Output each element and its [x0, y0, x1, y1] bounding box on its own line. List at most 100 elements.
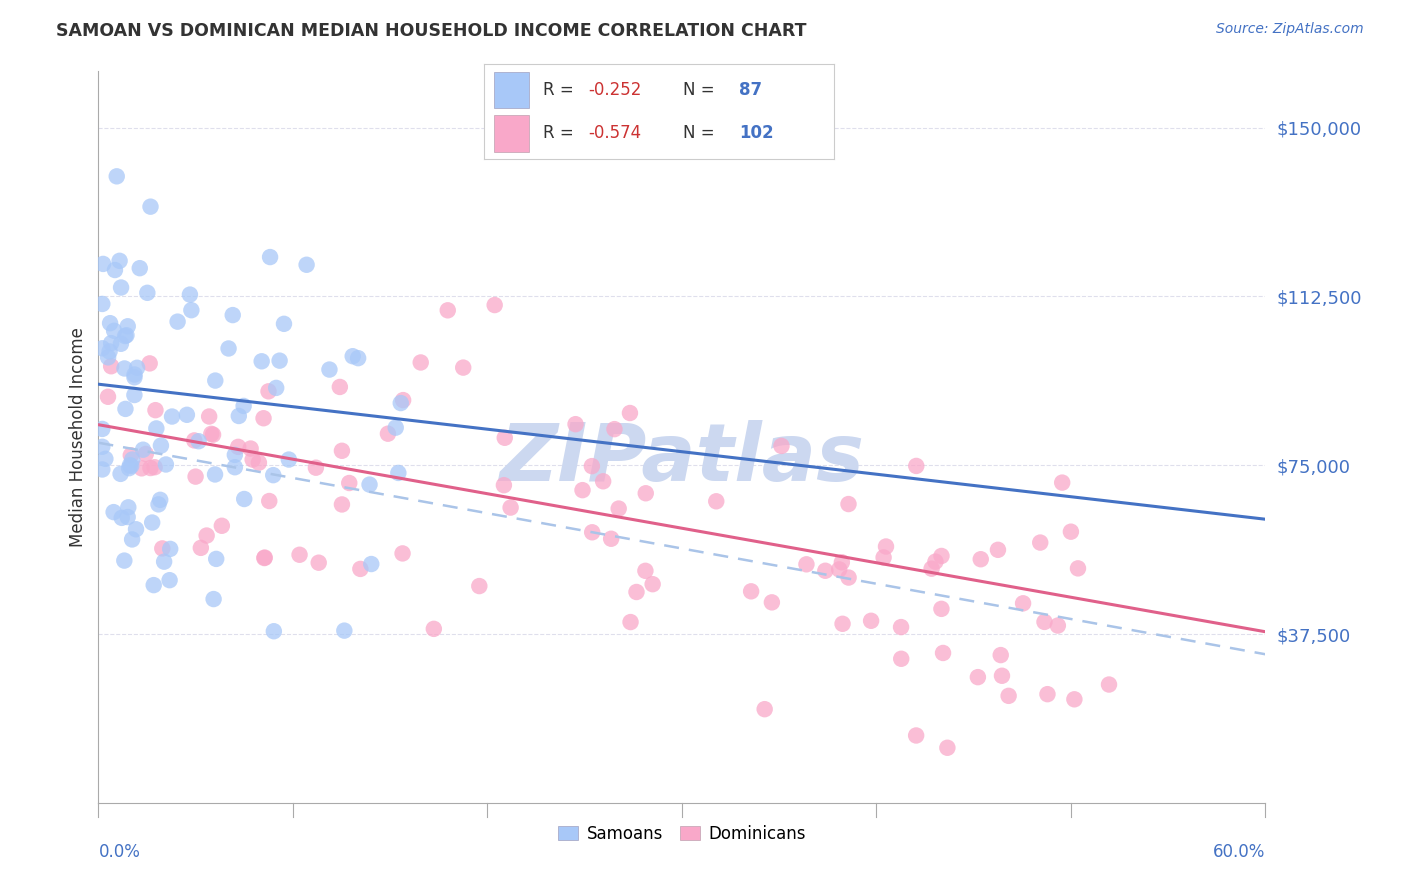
Point — [179, 287, 201, 301]
Point — [872, 550, 894, 565]
Point — [837, 497, 859, 511]
Point — [389, 396, 412, 410]
Point — [581, 459, 603, 474]
Point — [936, 740, 959, 755]
Text: 0.0%: 0.0% — [98, 843, 141, 861]
Point — [838, 570, 860, 584]
Point — [626, 585, 648, 599]
Point — [1046, 618, 1069, 632]
Point — [91, 341, 114, 355]
Point — [232, 399, 254, 413]
Point — [117, 510, 139, 524]
Point — [333, 624, 356, 638]
Point — [98, 316, 121, 330]
Point — [890, 620, 912, 634]
Point — [211, 518, 233, 533]
Point — [183, 434, 205, 448]
Point — [159, 573, 181, 587]
Point — [239, 442, 262, 456]
Point — [114, 361, 136, 376]
Text: Source: ZipAtlas.com: Source: ZipAtlas.com — [1216, 22, 1364, 37]
Point — [252, 411, 274, 425]
Point — [110, 280, 132, 294]
Point — [991, 669, 1014, 683]
Point — [634, 486, 657, 500]
Point — [91, 462, 114, 476]
Point — [619, 615, 641, 629]
Point — [120, 448, 142, 462]
Point — [814, 564, 837, 578]
Point — [607, 501, 630, 516]
Point — [384, 420, 406, 434]
Point — [150, 541, 173, 556]
Point — [359, 477, 381, 491]
Point — [571, 483, 593, 497]
Point — [704, 494, 727, 508]
Point — [1012, 596, 1035, 610]
Point — [1033, 615, 1056, 629]
Point — [166, 315, 188, 329]
Point — [931, 602, 953, 616]
Point — [228, 409, 250, 423]
Point — [796, 558, 818, 572]
Point — [295, 258, 318, 272]
Point — [259, 250, 281, 264]
Point — [202, 427, 225, 442]
Point — [190, 541, 212, 555]
Point — [226, 440, 249, 454]
Y-axis label: Median Household Income: Median Household Income — [69, 327, 87, 547]
Point — [114, 329, 136, 343]
Point — [91, 422, 114, 436]
Point — [860, 614, 883, 628]
Point — [499, 500, 522, 515]
Point — [921, 562, 943, 576]
Point — [409, 355, 432, 369]
Point — [105, 169, 128, 184]
Point — [740, 584, 762, 599]
Point — [120, 458, 142, 473]
Point — [110, 336, 132, 351]
Point — [141, 516, 163, 530]
Point — [198, 409, 221, 424]
Point — [111, 511, 134, 525]
Point — [603, 422, 626, 436]
Point — [273, 317, 295, 331]
Point — [142, 578, 165, 592]
Point — [145, 403, 167, 417]
Point — [153, 555, 176, 569]
Point — [347, 351, 370, 366]
Point — [124, 370, 146, 384]
Point — [115, 328, 138, 343]
Point — [330, 498, 353, 512]
Point — [94, 451, 117, 466]
Point — [932, 646, 955, 660]
Point — [436, 303, 458, 318]
Point — [100, 336, 122, 351]
Point — [754, 702, 776, 716]
Point — [349, 562, 371, 576]
Point — [195, 528, 218, 542]
Point — [222, 308, 245, 322]
Point — [110, 467, 132, 481]
Point — [634, 564, 657, 578]
Point — [831, 555, 853, 569]
Point — [117, 319, 139, 334]
Point — [392, 393, 415, 408]
Point — [118, 461, 141, 475]
Point — [108, 253, 131, 268]
Point — [91, 440, 114, 454]
Point — [990, 648, 1012, 662]
Point — [318, 362, 340, 376]
Point — [257, 384, 280, 399]
Point — [1050, 475, 1073, 490]
Point — [205, 552, 228, 566]
Point — [451, 360, 474, 375]
Point — [262, 468, 284, 483]
Point — [1060, 524, 1083, 539]
Point — [125, 360, 148, 375]
Point — [828, 562, 851, 576]
Point — [176, 408, 198, 422]
Point — [1098, 677, 1121, 691]
Point — [112, 553, 135, 567]
Point — [905, 729, 928, 743]
